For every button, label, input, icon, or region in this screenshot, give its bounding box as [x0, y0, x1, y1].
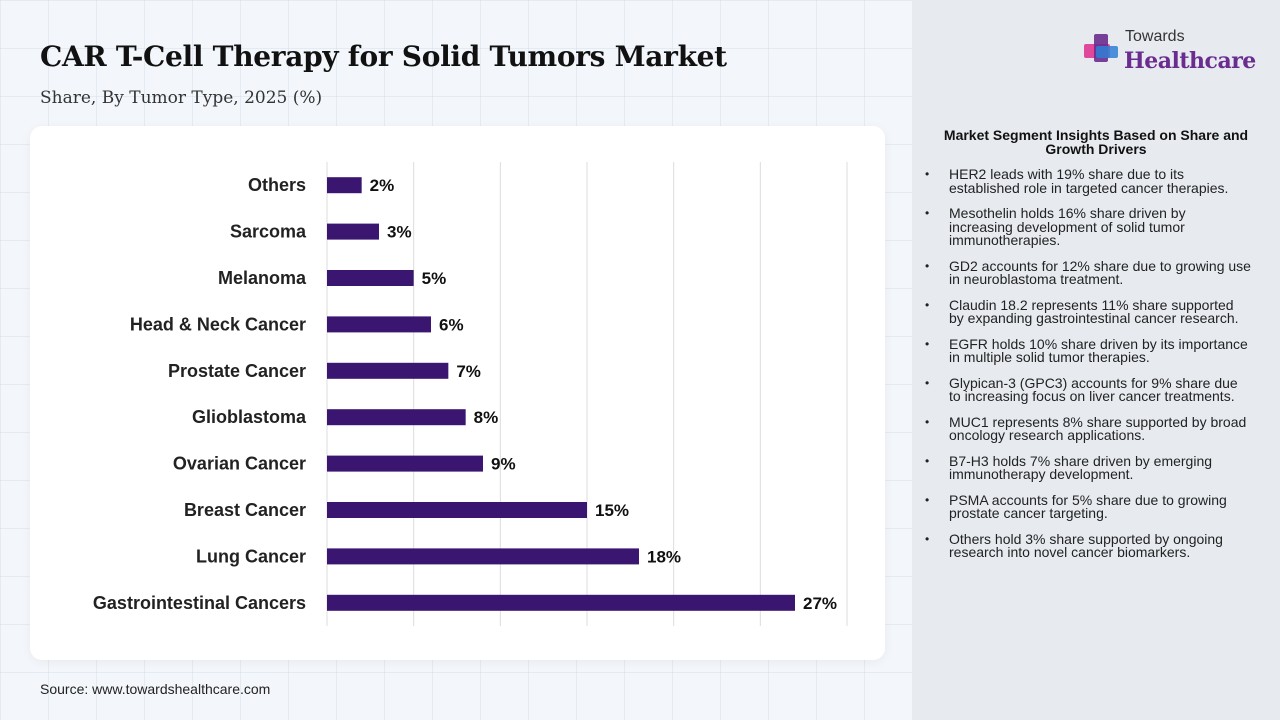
insight-text: Mesothelin holds 16% share driven by inc…: [949, 205, 1186, 248]
insight-item: • Claudin 18.2 represents 11% share suppo…: [922, 296, 1252, 326]
insight-text: PSMA accounts for 5% share due to growin…: [949, 491, 1227, 521]
value-label: 2%: [370, 176, 395, 195]
insight-item: • PSMA accounts for 5% share due to growi…: [922, 491, 1252, 521]
bar: [327, 223, 379, 240]
bar: [327, 316, 431, 333]
bar: [327, 409, 466, 426]
insight-item: • Others hold 3% share supported by ongoi…: [922, 530, 1252, 560]
bullet-icon: •: [925, 297, 930, 312]
bullet-icon: •: [925, 167, 930, 181]
bar: [327, 177, 362, 194]
bar: [327, 594, 795, 611]
page-title: CAR T-Cell Therapy for Solid Tumors Mark…: [40, 40, 727, 73]
bullet-icon: •: [925, 206, 930, 220]
insight-text: GD2 accounts for 12% share due to growin…: [949, 257, 1251, 287]
brand-logo: Towards Healthcare: [1080, 26, 1260, 78]
bar: [327, 502, 587, 518]
insight-text: MUC1 represents 8% share supported by br…: [949, 413, 1247, 443]
category-label: Sarcoma: [230, 222, 307, 242]
category-label: Melanoma: [218, 268, 307, 288]
category-label: Prostate Cancer: [168, 361, 306, 381]
insight-text: EGFR holds 10% share driven by its impor…: [949, 335, 1248, 365]
insight-text: B7-H3 holds 7% share driven by emerging …: [949, 452, 1213, 482]
value-label: 27%: [803, 594, 837, 613]
value-label: 9%: [491, 455, 516, 474]
category-label: Breast Cancer: [184, 500, 306, 520]
bullet-icon: •: [925, 258, 930, 273]
logo-text-bottom: Healthcare: [1124, 48, 1256, 74]
insight-text: Claudin 18.2 represents 11% share suppor…: [949, 296, 1239, 326]
value-label: 18%: [647, 547, 681, 566]
value-label: 5%: [422, 269, 447, 288]
category-label: Others: [248, 175, 306, 195]
bar-chart: Others 2% Sarcoma 3% Melanoma 5% Head & Neck C…: [93, 162, 848, 626]
chart-card: Others 2% Sarcoma 3% Melanoma 5% Head & Neck C…: [30, 126, 885, 660]
value-label: 7%: [456, 362, 481, 381]
insight-item: • Mesothelin holds 16% share driven by in…: [922, 205, 1252, 248]
bullet-icon: •: [925, 336, 930, 351]
bullet-icon: •: [925, 414, 930, 429]
value-label: 3%: [387, 223, 412, 242]
category-label: Ovarian Cancer: [173, 454, 306, 474]
insight-item: • Glypican-3 (GPC3) accounts for 9% share…: [922, 374, 1252, 404]
insights-title: Market Segment Insights Based on Share a…: [943, 127, 1249, 157]
source-note: Source: www.towardshealthcare.com: [40, 681, 271, 697]
insights-panel: Towards Healthcare Market Segment Insigh…: [912, 0, 1280, 720]
bar: [327, 362, 449, 379]
bullet-icon: •: [925, 375, 930, 390]
insights-list: • HER2 leads with 19% share due to its es…: [922, 166, 1252, 572]
insight-item: • HER2 leads with 19% share due to its es…: [922, 166, 1252, 196]
logo-text-top: Towards: [1125, 28, 1185, 45]
insight-text: Glypican-3 (GPC3) accounts for 9% share …: [949, 374, 1238, 404]
insight-text: Others hold 3% share supported by ongoin…: [949, 530, 1223, 560]
insight-item: • GD2 accounts for 12% share due to growi…: [922, 257, 1252, 287]
bullet-icon: •: [925, 492, 930, 507]
chart-panel: CAR T-Cell Therapy for Solid Tumors Mark…: [30, 40, 885, 697]
medical-cross-icon: [1084, 34, 1118, 62]
bullet-icon: •: [925, 531, 930, 546]
category-label: Gastrointestinal Cancers: [93, 593, 306, 613]
insight-text: HER2 leads with 19% share due to its est…: [949, 166, 1229, 196]
insight-item: • B7-H3 holds 7% share driven by emerging…: [922, 452, 1252, 482]
insight-item: • MUC1 represents 8% share supported by b…: [922, 413, 1252, 443]
bar: [327, 548, 639, 565]
category-label: Head & Neck Cancer: [130, 314, 306, 334]
bullet-icon: •: [925, 453, 930, 468]
value-label: 6%: [439, 315, 464, 334]
value-label: 15%: [595, 501, 629, 520]
category-label: Lung Cancer: [196, 546, 306, 566]
insight-item: • EGFR holds 10% share driven by its impo…: [922, 335, 1252, 365]
bar: [327, 270, 414, 286]
value-label: 8%: [474, 408, 499, 427]
category-label: Glioblastoma: [192, 407, 307, 427]
bar: [327, 455, 483, 472]
page-subtitle: Share, By Tumor Type, 2025 (%): [40, 88, 323, 108]
